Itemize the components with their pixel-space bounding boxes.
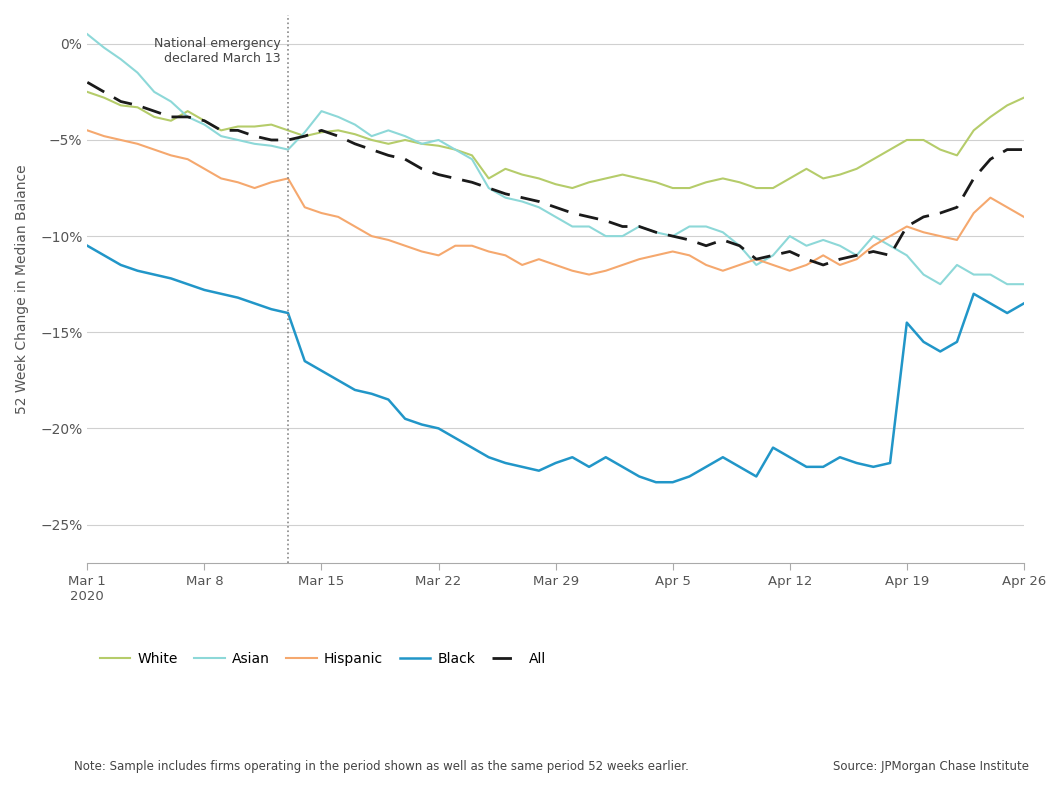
Text: Note: Sample includes firms operating in the period shown as well as the same pe: Note: Sample includes firms operating in…	[74, 760, 690, 773]
Text: Source: JPMorgan Chase Institute: Source: JPMorgan Chase Institute	[833, 760, 1029, 773]
Legend: White, Asian, Hispanic, Black, All: White, Asian, Hispanic, Black, All	[94, 647, 552, 672]
Text: National emergency
declared March 13: National emergency declared March 13	[154, 37, 281, 65]
Y-axis label: 52 Week Change in Median Balance: 52 Week Change in Median Balance	[15, 164, 29, 414]
